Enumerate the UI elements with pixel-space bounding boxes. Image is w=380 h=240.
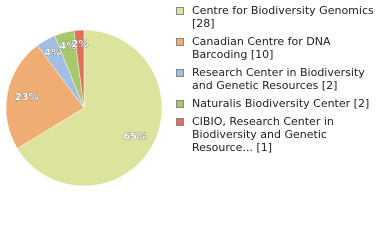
legend-label: Naturalis Biodiversity Center [2] bbox=[192, 97, 370, 110]
legend-item: Research Center in Biodiversity and Gene… bbox=[174, 66, 374, 92]
slice-label: 4% bbox=[44, 47, 61, 58]
legend-swatch bbox=[176, 69, 184, 77]
legend-item: Canadian Centre for DNA Barcoding [10] bbox=[174, 35, 374, 61]
legend-swatch bbox=[176, 38, 184, 46]
slice-label: 2% bbox=[71, 39, 88, 50]
legend-swatch bbox=[176, 7, 184, 15]
slice-label: 23% bbox=[15, 92, 39, 103]
legend-label: Canadian Centre for DNA Barcoding [10] bbox=[192, 35, 331, 61]
pie-slice bbox=[5, 45, 85, 149]
slice-label: 4% bbox=[59, 41, 76, 52]
legend-label: Centre for Biodiversity Genomics [28] bbox=[192, 4, 374, 30]
pie-slice bbox=[16, 29, 163, 187]
slice-label: 65% bbox=[123, 132, 147, 143]
legend-item: CIBIO, Research Center in Biodiversity a… bbox=[174, 115, 374, 154]
pie-slice bbox=[73, 29, 85, 109]
legend: Centre for Biodiversity Genomics [28] Can… bbox=[174, 4, 374, 159]
legend-item: Naturalis Biodiversity Center [2] bbox=[174, 97, 374, 110]
legend-swatch bbox=[176, 100, 184, 108]
legend-label: CIBIO, Research Center in Biodiversity a… bbox=[192, 115, 334, 154]
legend-item: Centre for Biodiversity Genomics [28] bbox=[174, 4, 374, 30]
legend-label: Research Center in Biodiversity and Gene… bbox=[192, 66, 365, 92]
legend-swatch bbox=[176, 118, 184, 126]
